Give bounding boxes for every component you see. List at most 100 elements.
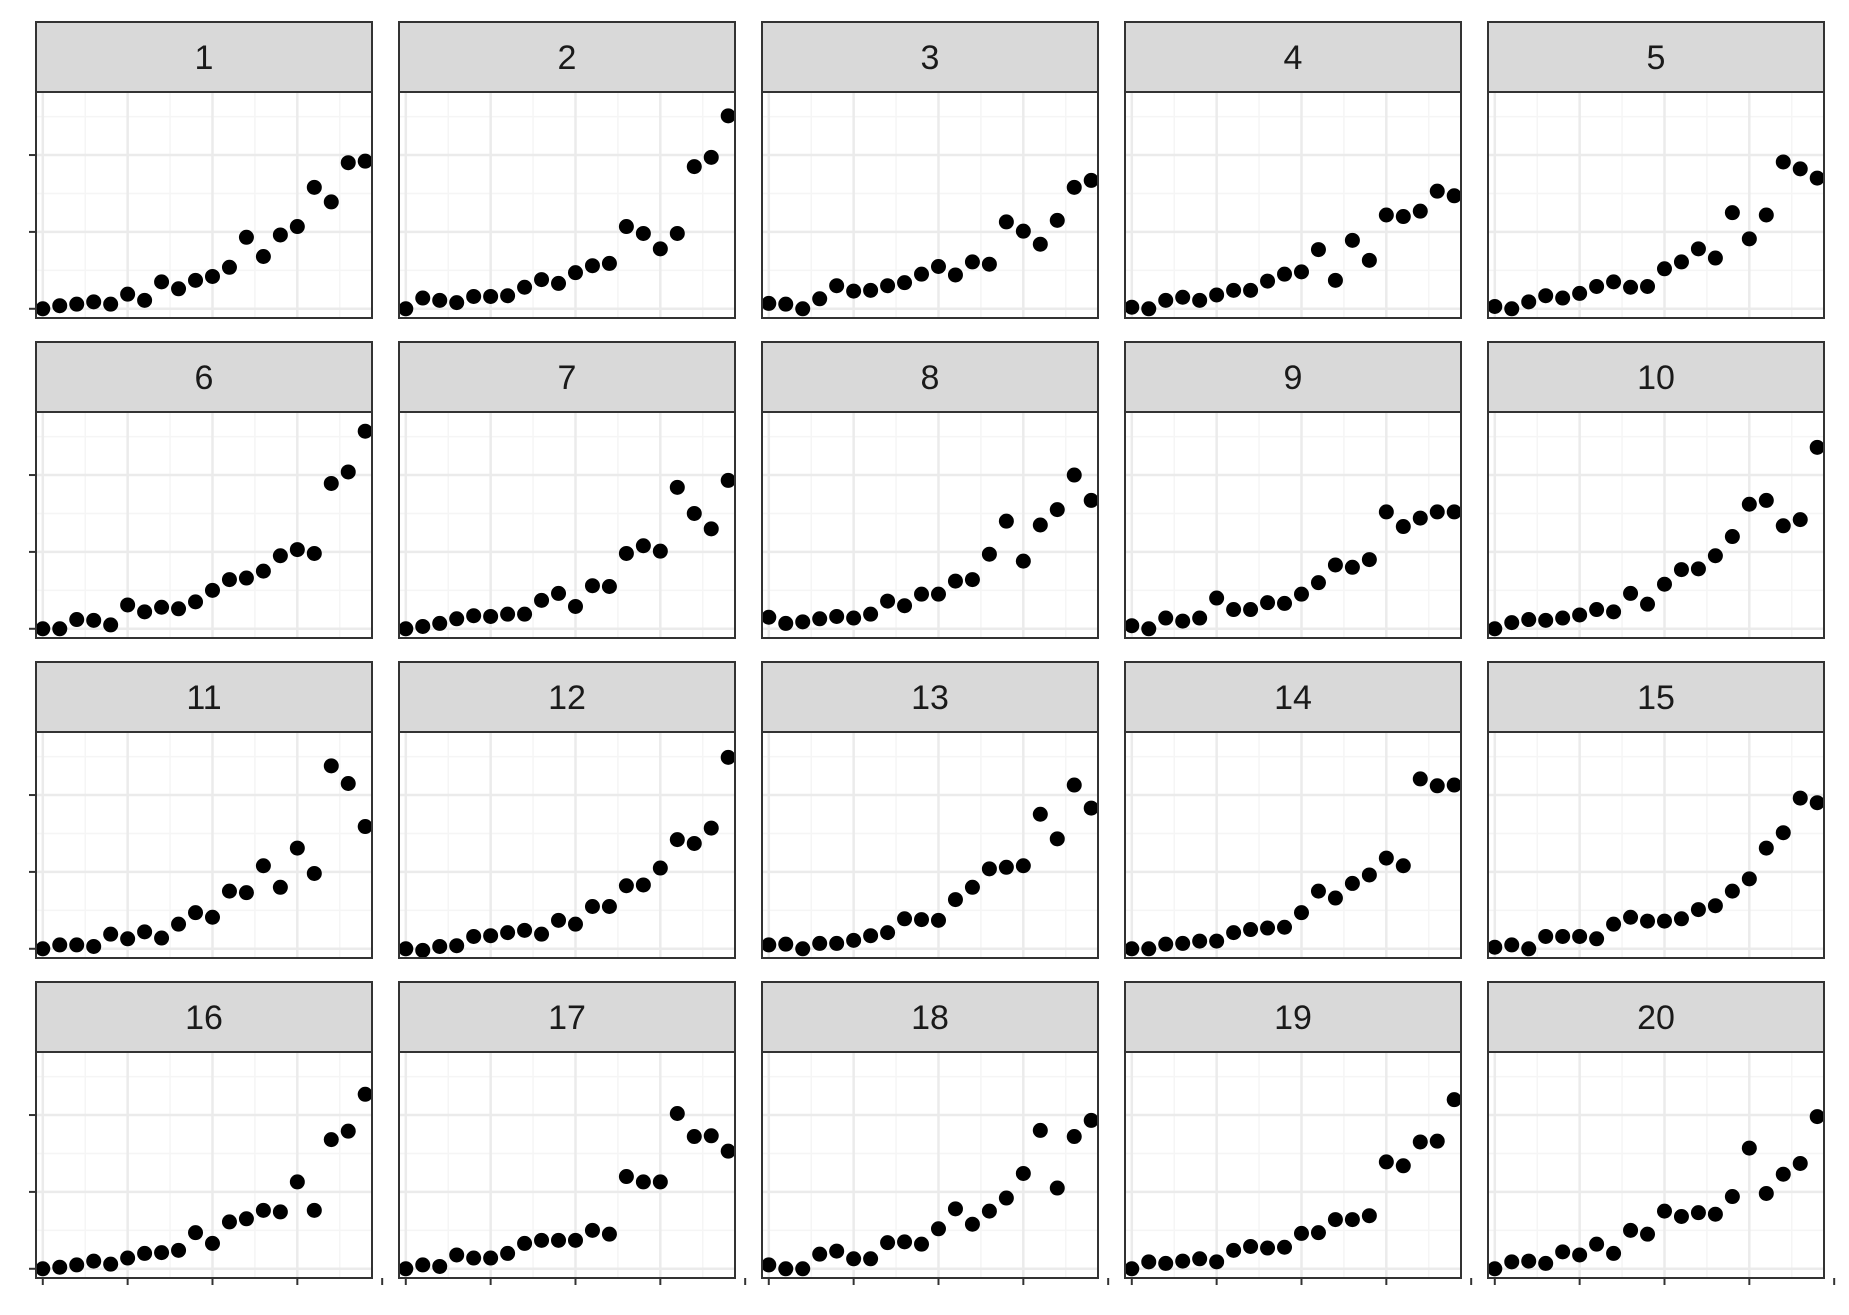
panel-border (761, 1051, 1099, 1279)
data-point (1125, 941, 1140, 957)
facet-strip-label: 11 (186, 679, 221, 717)
data-point (1310, 883, 1326, 899)
facet-strip-label: 13 (911, 679, 949, 717)
data-point (635, 1174, 651, 1190)
data-point (238, 229, 254, 245)
data-point (1344, 232, 1360, 248)
data-point (1572, 1247, 1588, 1263)
data-point (289, 219, 305, 235)
data-point (120, 931, 136, 947)
panel-background (1488, 412, 1824, 638)
data-point (1488, 1261, 1503, 1277)
data-point (1741, 1140, 1757, 1156)
data-point (1623, 909, 1639, 925)
data-point (1412, 203, 1428, 219)
data-point (551, 585, 567, 601)
data-point (1192, 933, 1208, 949)
data-point (652, 241, 668, 257)
data-point (1361, 1208, 1377, 1224)
data-point (795, 614, 811, 630)
panel-background (36, 732, 372, 958)
data-point (1446, 777, 1461, 793)
data-point (829, 935, 845, 951)
data-point (103, 926, 119, 942)
data-point (1656, 576, 1672, 592)
facet-strip-label: 6 (195, 359, 214, 397)
data-point (1775, 1166, 1791, 1182)
data-point (1243, 922, 1259, 938)
data-point (1158, 610, 1174, 626)
panel-border (761, 731, 1099, 959)
data-point (1083, 800, 1098, 816)
data-point (618, 219, 634, 235)
panel-background (399, 732, 735, 958)
data-point (1538, 612, 1554, 628)
point-series (399, 749, 735, 958)
data-point (289, 840, 305, 856)
data-point (897, 911, 913, 927)
data-point (567, 1232, 583, 1248)
facet-strip-label: 4 (1284, 39, 1303, 77)
data-point (947, 573, 963, 589)
data-point (1175, 935, 1191, 951)
data-point (1209, 933, 1225, 949)
data-point (1572, 285, 1588, 301)
data-point (137, 604, 153, 620)
facet-strip (398, 341, 736, 413)
data-point (1032, 1122, 1048, 1138)
facet-strip (761, 341, 1099, 413)
data-point (1673, 562, 1689, 578)
data-point (846, 1251, 862, 1267)
facet-panel-19: 19 (1124, 981, 1473, 1285)
data-point (1310, 1225, 1326, 1241)
data-point (1656, 261, 1672, 277)
data-point (204, 1235, 220, 1251)
data-point (1083, 172, 1098, 188)
data-point (1066, 179, 1082, 195)
facet-panel-4: 4 (1124, 21, 1462, 319)
data-point (154, 599, 170, 615)
facet-strip (1124, 661, 1462, 733)
data-point (52, 621, 68, 637)
data-point (551, 275, 567, 291)
data-point (221, 259, 237, 275)
data-point (1555, 290, 1571, 306)
data-point (137, 1245, 153, 1261)
data-point (171, 601, 187, 617)
data-point (1141, 301, 1157, 317)
data-point (897, 598, 913, 614)
data-point (601, 1226, 617, 1242)
facet-strip (761, 21, 1099, 93)
data-point (272, 1204, 288, 1220)
panel-background (762, 1052, 1098, 1278)
facet-panel-1: 1 (29, 21, 373, 319)
data-point (703, 1128, 719, 1144)
data-point (171, 916, 187, 932)
data-point (52, 937, 68, 953)
panel-grid (1488, 412, 1824, 638)
data-point (998, 214, 1014, 230)
data-point (1293, 586, 1309, 602)
data-point (340, 1123, 356, 1139)
data-point (1344, 1212, 1360, 1228)
data-point (778, 615, 794, 631)
data-point (964, 1216, 980, 1232)
data-point (584, 578, 600, 594)
data-point (551, 912, 567, 928)
facet-panel-7: 7 (398, 341, 736, 639)
data-point (500, 288, 516, 304)
facet-strip-label: 16 (185, 999, 223, 1037)
data-point (762, 295, 777, 311)
data-point (1606, 1245, 1622, 1261)
data-point (1446, 504, 1461, 520)
data-point (947, 892, 963, 908)
panel-background (36, 92, 372, 318)
data-point (930, 1221, 946, 1237)
data-point (762, 609, 777, 625)
data-point (914, 586, 930, 602)
data-point (1344, 559, 1360, 575)
data-point (1175, 1253, 1191, 1269)
data-point (1809, 170, 1824, 186)
data-point (154, 1245, 170, 1261)
facet-strip (761, 981, 1099, 1053)
